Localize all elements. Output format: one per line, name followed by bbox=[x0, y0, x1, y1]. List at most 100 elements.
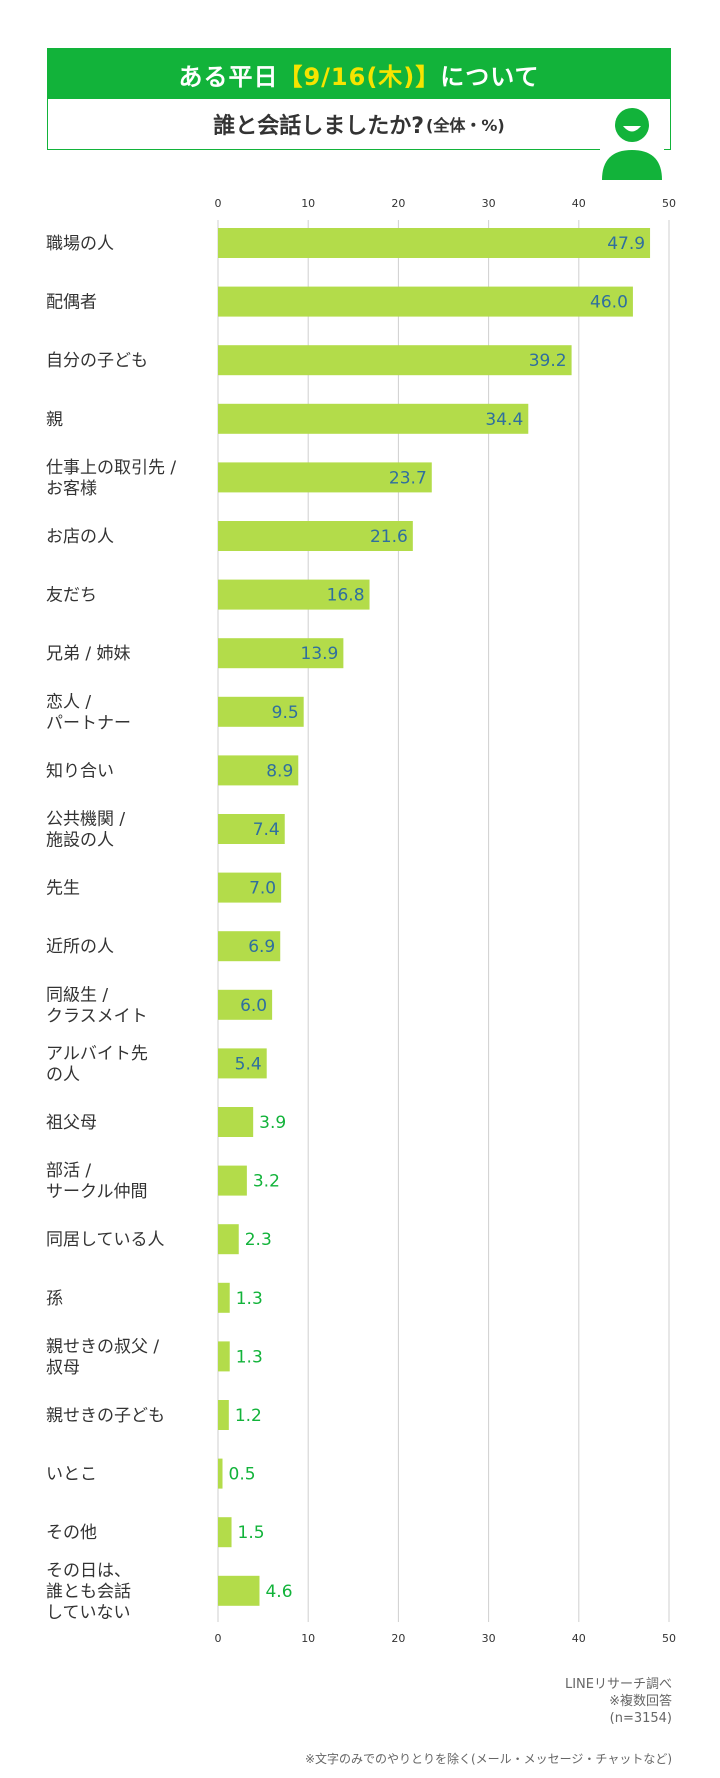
data-label: 1.5 bbox=[238, 1523, 265, 1543]
bar bbox=[218, 1048, 267, 1079]
bar bbox=[218, 1107, 254, 1137]
bar bbox=[218, 1165, 247, 1196]
bar bbox=[218, 1575, 260, 1606]
x-tick-label-bottom: 40 bbox=[572, 1632, 586, 1645]
bar bbox=[218, 403, 529, 434]
category-label: 知り合い bbox=[46, 761, 114, 781]
category-label: 公共機関 /施設の人 bbox=[46, 810, 125, 851]
footnote: ※文字のみでのやりとりを除く(メール・メッセージ・チャットなど) bbox=[304, 1752, 672, 1766]
category-label: 親 bbox=[46, 410, 63, 430]
data-label: 1.3 bbox=[236, 1347, 263, 1367]
header-title-date: 【9/16(木)】 bbox=[278, 62, 441, 91]
x-tick-label-bottom: 30 bbox=[482, 1632, 496, 1645]
chart-header: ある平日 【9/16(木)】 について 誰と会話しましたか? (全体・%) bbox=[47, 48, 671, 150]
sample-size-note: (n=3154) bbox=[609, 1711, 672, 1726]
bar bbox=[218, 755, 299, 786]
data-label: 0.5 bbox=[229, 1465, 256, 1485]
bar bbox=[218, 989, 273, 1020]
x-tick-label-top: 20 bbox=[391, 197, 405, 210]
category-label: いとこ bbox=[46, 1465, 97, 1485]
bar bbox=[218, 638, 344, 669]
category-label: 自分の子ども bbox=[46, 351, 148, 371]
category-label: その他 bbox=[46, 1523, 97, 1543]
category-label: 部活 /サークル仲間 bbox=[46, 1161, 148, 1202]
bar bbox=[218, 814, 285, 844]
data-label: 3.9 bbox=[259, 1113, 286, 1133]
data-label: 46.0 bbox=[590, 293, 628, 313]
bar bbox=[218, 579, 370, 610]
bar bbox=[218, 345, 572, 376]
category-label: 親せきの子ども bbox=[46, 1406, 165, 1426]
data-label: 6.0 bbox=[240, 996, 267, 1016]
data-label: 8.9 bbox=[266, 761, 293, 781]
data-label: 7.4 bbox=[253, 820, 280, 840]
data-label: 1.2 bbox=[235, 1406, 262, 1426]
bar bbox=[218, 1458, 223, 1489]
bar bbox=[218, 872, 282, 903]
labels-layer: 47.9 職場の人 46.0 配偶者 39.2 自分の子ども 34.4 親 23.7 仕事上の取引… bbox=[46, 234, 645, 1623]
bar bbox=[218, 462, 432, 493]
x-tick-label-top: 0 bbox=[215, 197, 222, 210]
data-label: 23.7 bbox=[389, 468, 427, 488]
category-label: 先生 bbox=[46, 879, 80, 899]
bar bbox=[218, 1282, 230, 1313]
data-label: 9.5 bbox=[272, 703, 299, 723]
category-label: 祖父母 bbox=[46, 1113, 97, 1133]
bar bbox=[218, 1400, 229, 1430]
x-tick-label-bottom: 10 bbox=[301, 1632, 315, 1645]
category-label: 親せきの叔父 /叔母 bbox=[46, 1337, 159, 1378]
x-tick-label-bottom: 20 bbox=[391, 1632, 405, 1645]
category-label: 仕事上の取引先 /お客様 bbox=[46, 458, 176, 499]
bar bbox=[218, 286, 633, 317]
header-title-pre: ある平日 bbox=[178, 62, 279, 91]
person-avatar-icon bbox=[600, 106, 664, 180]
ticks-layer: 0 0 10 10 20 20 30 30 40 40 50 50 bbox=[215, 197, 677, 1645]
bars-layer bbox=[218, 228, 651, 1606]
category-label: 友だち bbox=[46, 586, 97, 606]
bar bbox=[218, 521, 413, 551]
bar bbox=[218, 1517, 232, 1548]
bar bbox=[218, 228, 651, 258]
category-label: 同居している人 bbox=[46, 1230, 165, 1250]
bar bbox=[218, 1224, 239, 1255]
bar bbox=[218, 696, 304, 727]
x-tick-label-top: 30 bbox=[482, 197, 496, 210]
data-label: 6.9 bbox=[248, 937, 275, 957]
data-label: 7.0 bbox=[249, 879, 276, 899]
category-label: 近所の人 bbox=[46, 937, 114, 957]
data-label: 34.4 bbox=[485, 410, 523, 430]
multiple-answer-note: ※複数回答 bbox=[609, 1694, 672, 1709]
data-label: 5.4 bbox=[235, 1054, 262, 1074]
data-label: 4.6 bbox=[265, 1582, 292, 1602]
category-label: 配偶者 bbox=[46, 293, 97, 313]
header-question: 誰と会話しましたか? (全体・%) bbox=[48, 99, 670, 149]
category-label: アルバイト先の人 bbox=[46, 1044, 148, 1085]
bar bbox=[218, 931, 281, 962]
data-label: 39.2 bbox=[529, 351, 567, 371]
data-label: 21.6 bbox=[370, 527, 408, 547]
x-tick-label-bottom: 50 bbox=[662, 1632, 676, 1645]
category-label: 同級生 /クラスメイト bbox=[46, 985, 148, 1026]
chart-notes: LINEリサーチ調べ ※複数回答 (n=3154) bbox=[565, 1676, 672, 1727]
data-label: 1.3 bbox=[236, 1289, 263, 1309]
category-label: その日は、誰とも会話していない bbox=[46, 1561, 131, 1623]
question-scope: (全体・%) bbox=[426, 116, 505, 135]
x-tick-label-top: 50 bbox=[662, 197, 676, 210]
bar-chart: 0 0 10 10 20 20 30 30 40 40 50 50 47.9 職場の人 46.0 配偶者 39… bbox=[46, 197, 677, 1645]
category-label: 兄弟 / 姉妹 bbox=[46, 644, 131, 664]
header-title-post: について bbox=[440, 62, 540, 91]
data-label: 3.2 bbox=[253, 1172, 280, 1192]
data-label: 13.9 bbox=[301, 644, 339, 664]
question-text: 誰と会話しましたか? bbox=[213, 114, 425, 139]
header-title-bar: ある平日 【9/16(木)】 について bbox=[48, 49, 670, 99]
data-label: 16.8 bbox=[327, 586, 365, 606]
data-label: 47.9 bbox=[607, 234, 645, 254]
x-tick-label-bottom: 0 bbox=[215, 1632, 222, 1645]
source-note: LINEリサーチ調べ bbox=[564, 1677, 672, 1692]
grid-layer bbox=[217, 220, 670, 1622]
category-label: 恋人 /パートナー bbox=[46, 691, 131, 733]
category-label: お店の人 bbox=[46, 527, 114, 547]
bar bbox=[218, 1341, 230, 1372]
data-label: 2.3 bbox=[245, 1230, 272, 1250]
x-tick-label-top: 10 bbox=[301, 197, 315, 210]
